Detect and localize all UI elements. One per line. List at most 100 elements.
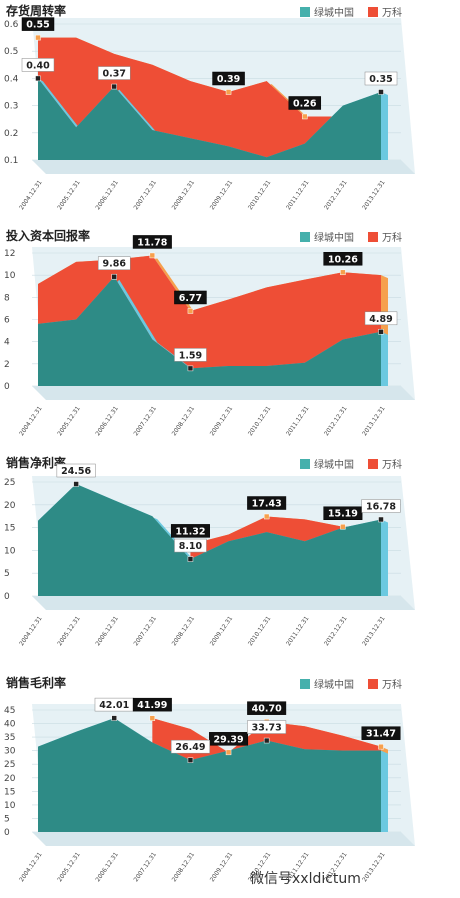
greentown-area-side — [381, 92, 388, 163]
data-label: 0.35 — [369, 74, 392, 85]
chart-svg: 0 5 10 15 20 25 2004.12.31 2005.12.31 2006.12.31… — [4, 463, 415, 647]
x-tick-label: 2012.12.31 — [323, 405, 349, 437]
data-point-marker — [35, 34, 41, 41]
x-tick-label: 2008.12.31 — [171, 179, 197, 211]
legend-swatch-greentown — [300, 678, 310, 689]
data-point-marker — [263, 513, 270, 520]
legend-swatch-greentown — [300, 458, 310, 469]
y-tick-label: 8 — [4, 293, 10, 303]
y-tick-label: 0 — [4, 382, 10, 392]
x-tick-label: 2009.12.31 — [209, 405, 235, 437]
x-tick-label: 2005.12.31 — [56, 851, 82, 883]
data-label: 40.70 — [252, 704, 282, 715]
data-point-marker — [340, 269, 346, 276]
data-point-marker — [111, 715, 117, 721]
chart-panel-1: 存货周转率 绿城中国 万科 0.1 0.2 0.3 0.4 0.5 0.6 2004.12.31 2… — [0, 0, 460, 222]
y-tick-label: 0.1 — [4, 156, 18, 166]
data-label-box — [174, 290, 207, 305]
data-label-box — [174, 348, 207, 362]
legend-label-greentown: 绿城中国 — [314, 8, 354, 19]
y-tick-label: 15 — [4, 787, 15, 797]
data-point-marker — [263, 737, 270, 744]
data-label-box — [212, 71, 245, 86]
plot-floor — [32, 832, 415, 846]
greentown-area-side — [381, 519, 388, 599]
legend-swatch-greentown — [300, 231, 310, 242]
chart-legend: 绿城中国 万科 — [300, 4, 402, 19]
x-tick-label: 2006.12.31 — [94, 179, 120, 211]
y-tick-label: 35 — [4, 733, 15, 743]
x-tick-label: 2010.12.31 — [247, 179, 273, 211]
data-point-marker — [111, 273, 117, 280]
chart-panel-2: 投入资本回报率 绿城中国 万科 0 2 4 6 8 10 12 2004.12.31 2005.12.… — [0, 225, 460, 447]
data-label-box — [323, 506, 363, 520]
y-tick-label: 15 — [4, 524, 15, 534]
data-point-marker — [149, 715, 156, 721]
data-point-marker — [149, 252, 156, 259]
chart-legend: 绿城中国 万科 — [300, 676, 402, 691]
data-label-box — [323, 252, 363, 266]
y-tick-label: 4 — [4, 338, 10, 348]
legend-swatch-vanke — [368, 458, 378, 469]
data-label: 6.77 — [179, 293, 202, 304]
data-label: 15.19 — [328, 509, 358, 520]
data-point-marker — [35, 75, 41, 82]
data-point-marker — [187, 365, 194, 372]
x-tick-label: 2004.12.31 — [18, 851, 44, 883]
x-tick-label: 2006.12.31 — [94, 615, 120, 647]
data-label: 0.37 — [102, 69, 125, 80]
y-tick-label: 0.2 — [4, 129, 18, 139]
chart-panel-3: 销售净利率 绿城中国 万科 0 5 10 15 20 25 2004.12.31 2005.12.3… — [0, 452, 460, 667]
legend-label-greentown: 绿城中国 — [314, 680, 354, 691]
data-label: 31.47 — [366, 729, 396, 740]
y-tick-label: 30 — [4, 747, 16, 757]
data-label: 1.59 — [179, 350, 202, 361]
y-tick-label: 45 — [4, 706, 15, 716]
x-tick-label: 2010.12.31 — [247, 615, 273, 647]
y-tick-label: 5 — [4, 814, 10, 824]
data-label-box — [97, 256, 131, 270]
x-tick-label: 2013.12.31 — [361, 615, 387, 647]
data-point-marker — [302, 113, 308, 120]
data-label-box — [174, 538, 207, 553]
legend-label-vanke: 万科 — [382, 460, 402, 471]
y-tick-label: 25 — [4, 760, 15, 770]
data-point-marker — [187, 757, 194, 763]
chart-svg: 0.1 0.2 0.3 0.4 0.5 0.6 2004.12.31 2005.12.31 20… — [4, 17, 415, 211]
legend-label-greentown: 绿城中国 — [314, 233, 354, 244]
y-tick-label: 40 — [4, 720, 16, 730]
data-point-marker — [378, 743, 384, 750]
data-label: 11.32 — [175, 526, 205, 537]
x-tick-label: 2006.12.31 — [94, 851, 120, 883]
chart-title: 投入资本回报率 — [6, 229, 91, 243]
data-label-box — [361, 726, 401, 740]
x-tick-label: 2004.12.31 — [18, 179, 44, 211]
plot-floor — [32, 160, 415, 174]
y-tick-label: 0.3 — [4, 102, 18, 112]
legend-swatch-vanke — [368, 6, 378, 17]
x-tick-label: 2005.12.31 — [56, 405, 82, 437]
data-label: 17.43 — [252, 499, 282, 510]
data-label: 42.01 — [99, 700, 129, 711]
x-tick-label: 2007.12.31 — [133, 405, 159, 437]
plot-floor — [32, 386, 415, 400]
data-point-marker — [187, 556, 194, 562]
data-label-box — [209, 732, 249, 746]
data-label-box — [21, 17, 55, 31]
data-label: 10.26 — [328, 254, 358, 265]
data-point-marker — [225, 89, 232, 95]
data-label: 0.39 — [217, 74, 240, 85]
y-tick-label: 20 — [4, 501, 16, 511]
data-label-box — [170, 739, 210, 754]
x-tick-label: 2005.12.31 — [56, 615, 82, 647]
data-label: 29.39 — [214, 734, 244, 745]
y-tick-label: 0.5 — [4, 47, 18, 57]
data-point-marker — [340, 523, 346, 530]
data-label-box — [132, 235, 172, 249]
legend-swatch-vanke — [368, 231, 378, 242]
data-label: 11.78 — [137, 237, 167, 248]
greentown-area — [38, 484, 381, 596]
data-label-box — [247, 701, 287, 715]
y-tick-label: 5 — [4, 569, 10, 579]
data-label-box — [247, 496, 287, 510]
